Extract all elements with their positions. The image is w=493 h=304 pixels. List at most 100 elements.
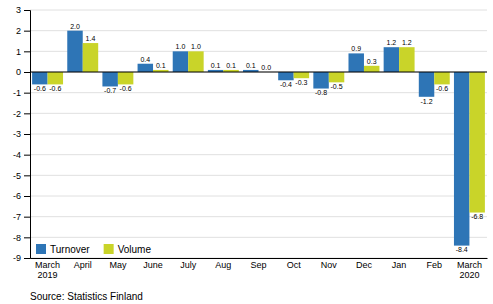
bar — [364, 66, 379, 72]
bar — [399, 47, 414, 72]
y-tick-mark — [24, 217, 30, 218]
x-tick-label: Sep — [250, 260, 266, 270]
bar — [173, 51, 188, 72]
grid-line — [30, 154, 487, 155]
data-label: 1.0 — [191, 43, 201, 50]
legend-item: Turnover — [36, 244, 90, 255]
grid-line — [30, 30, 487, 31]
bar — [294, 72, 309, 78]
data-label: 0.1 — [156, 62, 166, 69]
x-tick: Jan — [392, 258, 407, 270]
grid-line — [30, 72, 487, 73]
x-tick: Nov — [321, 258, 338, 270]
y-tick-mark — [24, 258, 30, 259]
x-tick-label: Dec — [356, 260, 373, 270]
x-tick: July — [180, 258, 197, 270]
y-tick: -5 — [13, 171, 30, 181]
bar — [102, 72, 117, 86]
x-axis: March2019AprilMayJuneJulyAugSepOctNovDec… — [31, 258, 488, 280]
bar — [384, 47, 399, 72]
y-tick: -6 — [13, 191, 30, 201]
grid-line — [30, 175, 487, 176]
y-tick-label: -6 — [13, 191, 21, 201]
y-tick-label: -7 — [13, 212, 21, 222]
x-tick: Sep — [250, 258, 266, 270]
y-axis: -9-8-7-6-5-4-3-2-10123 — [13, 5, 31, 263]
data-label: 0.1 — [211, 62, 221, 69]
y-tick-label: -9 — [13, 253, 21, 263]
grid-line — [30, 10, 487, 11]
y-tick: -9 — [13, 253, 30, 263]
data-label: 1.4 — [86, 35, 96, 42]
bar — [434, 72, 449, 84]
data-label: 1.2 — [387, 39, 397, 46]
y-tick-label: 3 — [16, 5, 21, 15]
bar — [313, 72, 328, 89]
bar — [67, 31, 82, 72]
y-tick-label: -5 — [13, 171, 21, 181]
y-tick-mark — [24, 72, 30, 73]
bars — [32, 31, 485, 246]
data-label: 0.0 — [261, 64, 271, 71]
y-tick-mark — [24, 113, 30, 114]
y-tick-label: -4 — [13, 150, 21, 160]
grid-line — [30, 258, 487, 259]
x-tick-label-line: March — [35, 260, 60, 270]
data-label: 0.1 — [246, 62, 256, 69]
data-label: -0.4 — [280, 81, 292, 88]
bar — [419, 72, 434, 97]
y-tick-label: 1 — [16, 47, 21, 57]
x-tick-label-line: May — [109, 260, 127, 270]
y-tick-mark — [24, 196, 30, 197]
chart: -9-8-7-6-5-4-3-2-10123March2019AprilMayJ… — [0, 0, 493, 304]
data-label: -0.6 — [436, 85, 448, 92]
legend-label: Turnover — [50, 244, 90, 255]
y-tick: -8 — [13, 233, 30, 243]
x-tick-label: Aug — [215, 260, 231, 270]
bar — [138, 64, 153, 72]
y-tick-label: -2 — [13, 109, 21, 119]
y-tick: 3 — [16, 5, 30, 15]
bar — [348, 53, 363, 72]
x-tick-label: Nov — [321, 260, 338, 270]
bar — [454, 72, 469, 246]
y-tick: 0 — [16, 67, 30, 77]
x-tick: April — [74, 258, 92, 270]
data-label: 1.2 — [402, 39, 412, 46]
y-tick-mark — [24, 175, 30, 176]
data-label: -1.2 — [421, 98, 433, 105]
data-label: -8.4 — [456, 246, 468, 253]
data-label: 0.4 — [140, 56, 150, 63]
bar — [188, 51, 203, 72]
data-label: 0.1 — [226, 62, 236, 69]
x-tick-label: March2019 — [35, 260, 60, 280]
zero-line — [30, 72, 487, 73]
bar — [469, 72, 484, 213]
x-tick-label: April — [74, 260, 92, 270]
y-tick: 2 — [16, 26, 30, 36]
y-axis-line — [24, 11, 31, 259]
x-tick-label: Feb — [427, 260, 443, 270]
grid-line — [30, 92, 487, 93]
grid-line — [30, 216, 487, 217]
y-tick-mark — [24, 31, 30, 32]
x-tick: Dec — [356, 258, 373, 270]
x-tick-label-line: 2020 — [459, 270, 479, 280]
x-tick-label: Jan — [392, 260, 407, 270]
x-tick-label-line: Sep — [250, 260, 266, 270]
legend-swatch — [36, 244, 46, 254]
legend-label: Volume — [118, 244, 152, 255]
y-tick: -2 — [13, 109, 30, 119]
x-tick-label: March2020 — [457, 260, 482, 280]
x-tick-label: June — [143, 260, 163, 270]
plot: -9-8-7-6-5-4-3-2-10123March2019AprilMayJ… — [13, 5, 488, 280]
data-label: -0.6 — [120, 85, 132, 92]
data-label: -0.7 — [104, 87, 116, 94]
data-labels: -0.62.0-0.70.41.00.10.1-0.4-0.80.91.2-1.… — [34, 23, 483, 254]
x-tick-label-line: Dec — [356, 260, 373, 270]
y-tick-mark — [24, 10, 30, 11]
x-tick: Feb — [427, 258, 443, 270]
y-tick: -4 — [13, 150, 30, 160]
bar — [32, 72, 47, 84]
bar — [329, 72, 344, 82]
